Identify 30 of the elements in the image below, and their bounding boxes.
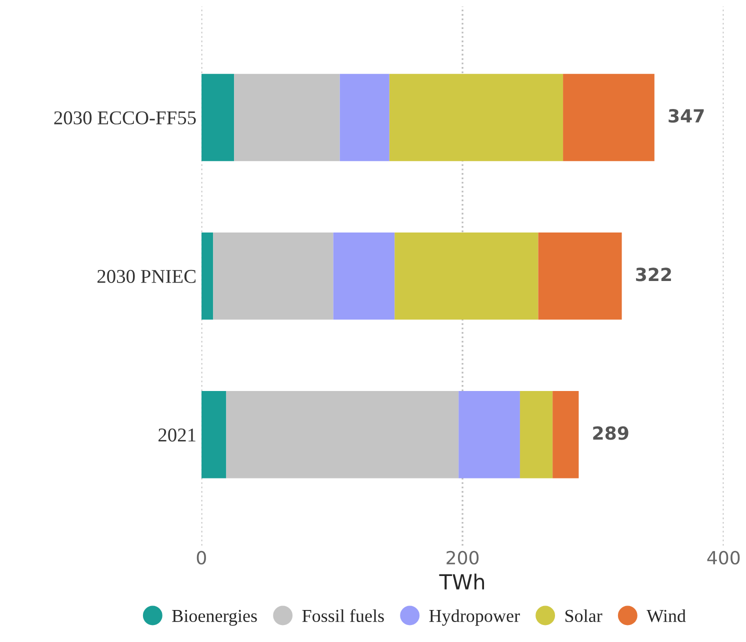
bar [201, 74, 234, 162]
total-label: 347 [668, 109, 704, 123]
bar [552, 391, 579, 478]
y-tick-label: 2030 PNIEC [97, 270, 196, 283]
bar [389, 74, 564, 162]
x-tick-label: 0 [196, 550, 206, 565]
bar [213, 232, 334, 320]
bar [201, 391, 226, 478]
bar [340, 74, 390, 162]
y-tick-label: 2030 ECCO-FF55 [54, 111, 196, 124]
y-tick-label: 2021 [158, 428, 196, 442]
legend-label: Hydropower [429, 609, 520, 626]
x-tick-label: 200 [446, 550, 479, 565]
total-label: 289 [593, 426, 628, 440]
total-label: 322 [636, 268, 671, 282]
bar [394, 232, 538, 320]
bar [201, 232, 214, 320]
bar [458, 391, 520, 478]
bar [520, 391, 553, 478]
legend-label: Solar [565, 609, 602, 622]
x-axis-title: TWh [439, 574, 484, 590]
legend-label: Wind [646, 609, 686, 622]
x-tick-label: 400 [707, 550, 740, 565]
legend-label: Bioenergies [172, 610, 257, 626]
bar [563, 74, 654, 162]
legend-label: Fossil fuels [302, 609, 384, 622]
bar [234, 74, 340, 162]
bar [333, 232, 395, 320]
bar [538, 232, 622, 320]
bar [226, 391, 459, 478]
